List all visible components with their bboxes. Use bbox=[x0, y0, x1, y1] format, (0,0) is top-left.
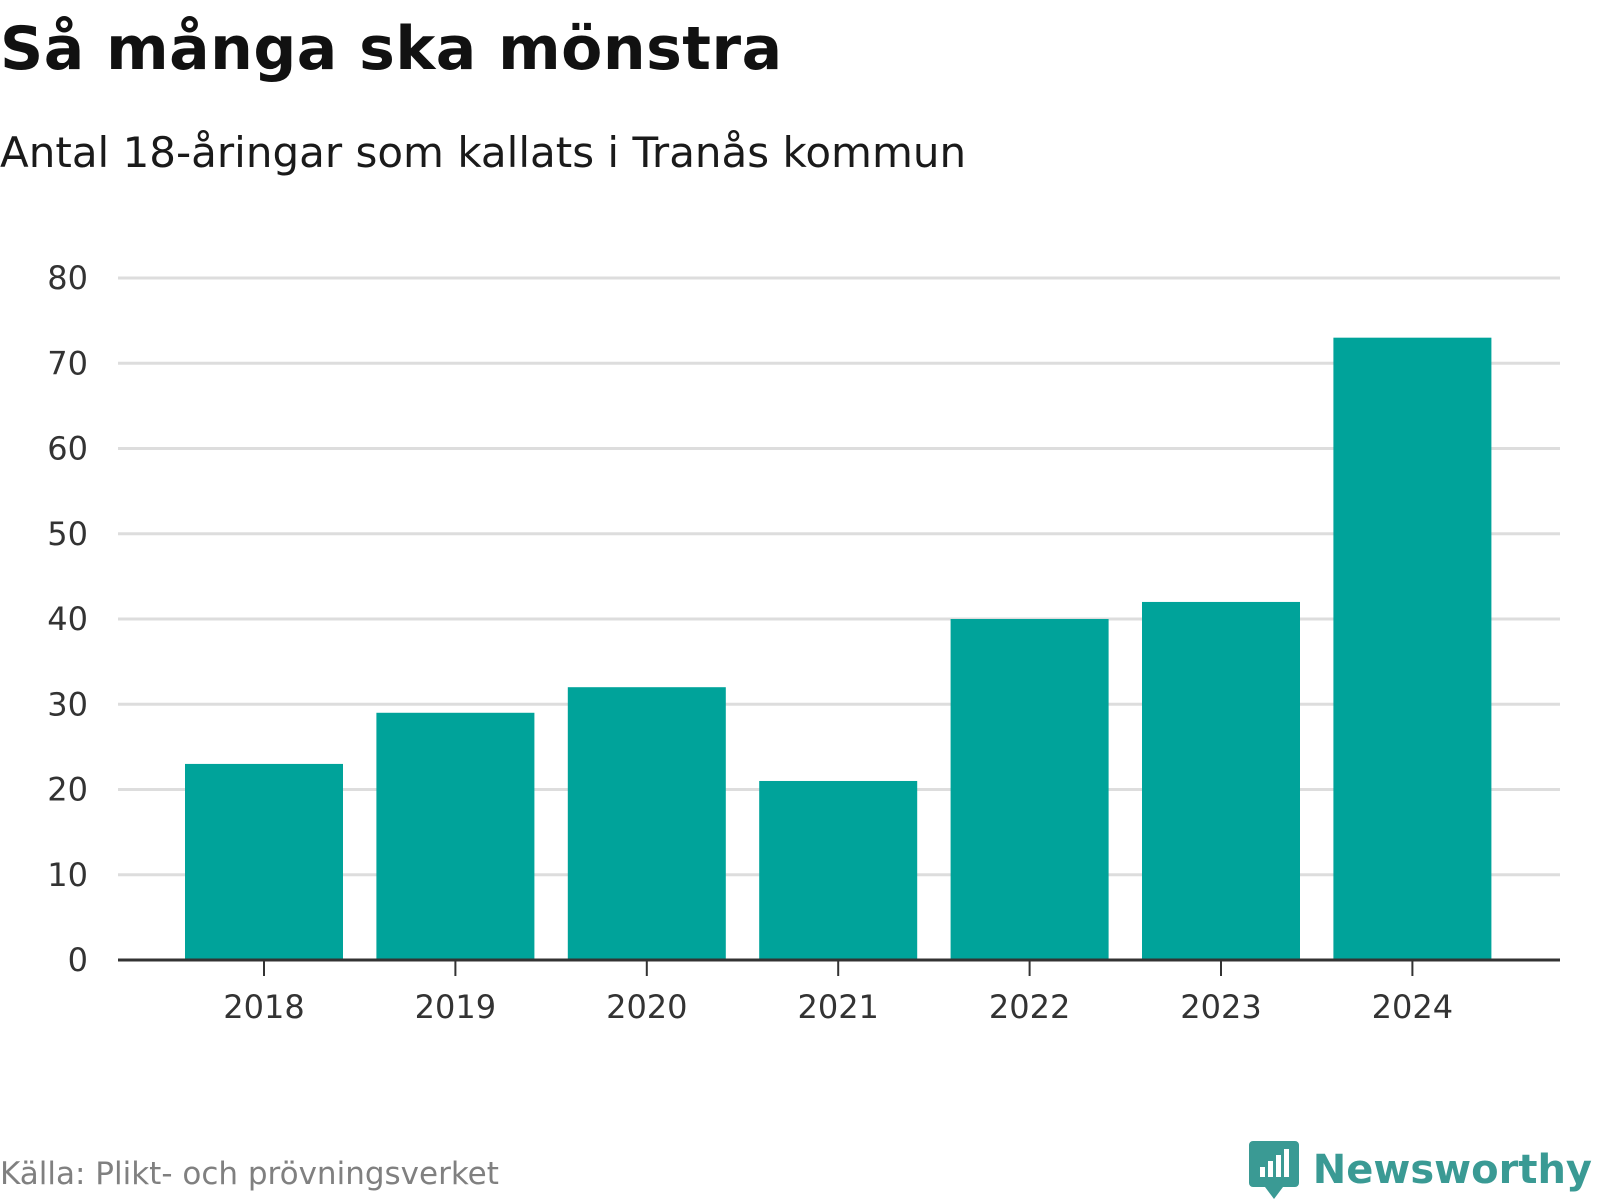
y-tick-label-0: 0 bbox=[68, 941, 88, 979]
gridlines bbox=[118, 276, 1560, 877]
brand-name: Newsworthy bbox=[1312, 1147, 1592, 1193]
y-tick-label-60: 60 bbox=[47, 430, 88, 468]
x-tick-label-2019: 2019 bbox=[415, 988, 496, 1026]
newsworthy-logo-icon bbox=[1248, 1141, 1299, 1199]
x-tick-label-2023: 2023 bbox=[1180, 988, 1261, 1026]
bar-2021 bbox=[759, 780, 918, 960]
y-tick-label-30: 30 bbox=[47, 685, 88, 723]
source-note: Källa: Plikt- och prövningsverket bbox=[0, 1156, 499, 1192]
bar-2019 bbox=[376, 712, 535, 960]
bars bbox=[185, 337, 1492, 960]
bar-2023 bbox=[1142, 601, 1300, 960]
chart-title: Så många ska mönstra bbox=[0, 14, 783, 84]
x-tick-label-2024: 2024 bbox=[1372, 988, 1453, 1026]
x-tick-label-2020: 2020 bbox=[606, 988, 687, 1026]
y-tick-label-10: 10 bbox=[47, 856, 88, 894]
chart-subtitle: Antal 18-åringar som kallats i Tranås ko… bbox=[0, 128, 967, 177]
x-tick-label-2021: 2021 bbox=[797, 988, 878, 1026]
y-tick-label-20: 20 bbox=[47, 771, 88, 809]
x-tick-label-2018: 2018 bbox=[223, 988, 304, 1026]
bar-2020 bbox=[567, 687, 726, 960]
y-tick-label-50: 50 bbox=[47, 515, 88, 553]
x-tick-label-2022: 2022 bbox=[989, 988, 1070, 1026]
y-tick-label-40: 40 bbox=[47, 600, 88, 638]
bar-2022 bbox=[950, 619, 1109, 960]
bar-2024 bbox=[1333, 337, 1492, 960]
y-tick-label-70: 70 bbox=[47, 344, 88, 382]
y-axis-ticks: 0 10 20 30 40 50 60 70 80 bbox=[47, 259, 88, 979]
y-tick-label-80: 80 bbox=[47, 259, 88, 297]
brand[interactable]: Newsworthy bbox=[1248, 1141, 1592, 1199]
x-axis-ticks: 2018 2019 2020 2021 2022 2023 2024 bbox=[223, 960, 1453, 1026]
bar-2018 bbox=[185, 763, 343, 960]
